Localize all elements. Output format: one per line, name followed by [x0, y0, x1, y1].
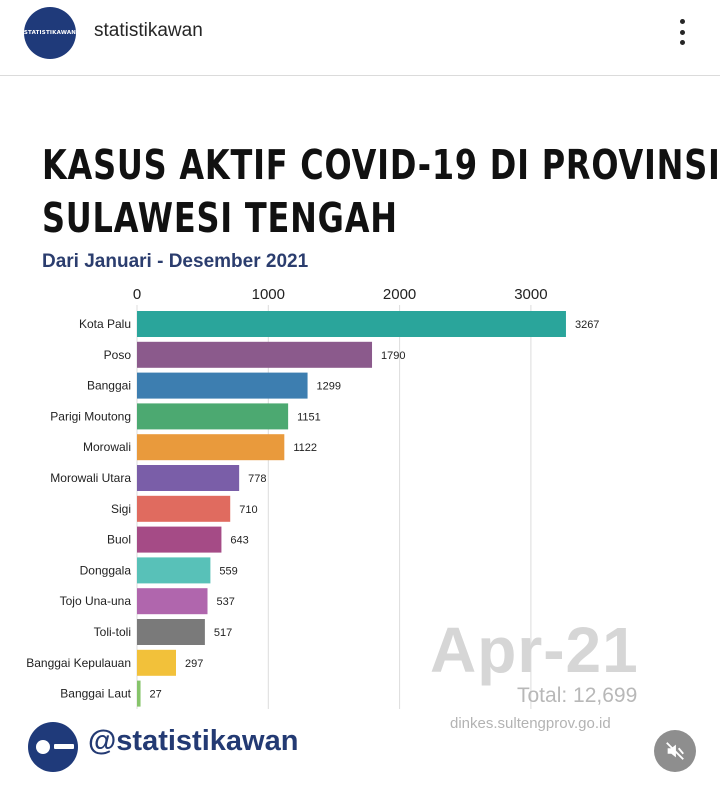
post-image: KASUS AKTIF COVID-19 DI PROVINSI SULAWES…	[0, 77, 720, 797]
category-label: Sigi	[111, 502, 131, 516]
source-label: dinkes.sultengprov.go.id	[450, 715, 611, 732]
period-label: Apr-21	[430, 614, 639, 686]
bar	[137, 341, 373, 368]
post-header: STATISTIKAWAN statistikawan	[0, 0, 720, 76]
value-label: 778	[248, 473, 266, 485]
chart-subtitle: Dari Januari - Desember 2021	[42, 251, 309, 272]
mute-icon[interactable]	[654, 730, 696, 772]
bar	[137, 526, 222, 553]
x-tick-label: 3000	[514, 286, 547, 303]
bar-chart: 0 1000 2000 3000 Kota Palu 3267 Poso 1790 Bangga…	[26, 286, 599, 709]
bar	[137, 372, 308, 399]
value-label: 3267	[575, 319, 599, 331]
bar	[137, 465, 240, 491]
value-label: 710	[239, 504, 257, 516]
username[interactable]: statistikawan	[94, 20, 203, 41]
category-label: Morowali Utara	[50, 471, 131, 485]
bar	[137, 619, 205, 645]
category-label: Tojo Una-una	[60, 594, 132, 608]
category-label: Banggai Kepulauan	[26, 656, 131, 670]
bar	[137, 311, 566, 337]
category-label: Kota Palu	[79, 317, 131, 331]
chart-title-line-2: SULAWESI TENGAH	[42, 194, 398, 242]
bar	[137, 434, 285, 461]
more-vertical-icon[interactable]	[670, 16, 694, 48]
avatar[interactable]: STATISTIKAWAN	[24, 7, 76, 59]
footer-handle: @statistikawan	[88, 725, 299, 757]
bar	[137, 680, 141, 707]
category-label: Buol	[107, 533, 131, 547]
bar	[137, 495, 231, 522]
value-label: 1790	[381, 350, 405, 362]
x-tick-label: 1000	[252, 286, 285, 303]
value-label: 1299	[317, 381, 341, 393]
bar	[137, 588, 208, 615]
x-tick-label: 0	[133, 286, 141, 303]
value-label: 1122	[293, 442, 317, 454]
footer-logo-icon	[28, 722, 78, 772]
bar	[137, 557, 211, 584]
value-label: 27	[150, 689, 162, 701]
category-label: Banggai Laut	[60, 687, 131, 701]
value-label: 1151	[297, 411, 321, 423]
value-label: 297	[185, 658, 203, 670]
value-label: 517	[214, 627, 232, 639]
bar	[137, 403, 289, 430]
category-label: Poso	[104, 348, 132, 362]
value-label: 537	[217, 596, 235, 608]
category-label: Toli-toli	[94, 625, 131, 639]
x-tick-label: 2000	[383, 286, 416, 303]
value-label: 559	[219, 565, 237, 577]
avatar-logo-text: STATISTIKAWAN	[23, 30, 77, 36]
total-label: Total: 12,699	[517, 684, 638, 707]
category-label: Morowali	[83, 440, 131, 454]
category-label: Parigi Moutong	[50, 409, 131, 423]
category-label: Banggai	[87, 379, 131, 393]
value-label: 643	[230, 535, 248, 547]
bar	[137, 649, 176, 676]
category-label: Donggala	[80, 563, 132, 577]
